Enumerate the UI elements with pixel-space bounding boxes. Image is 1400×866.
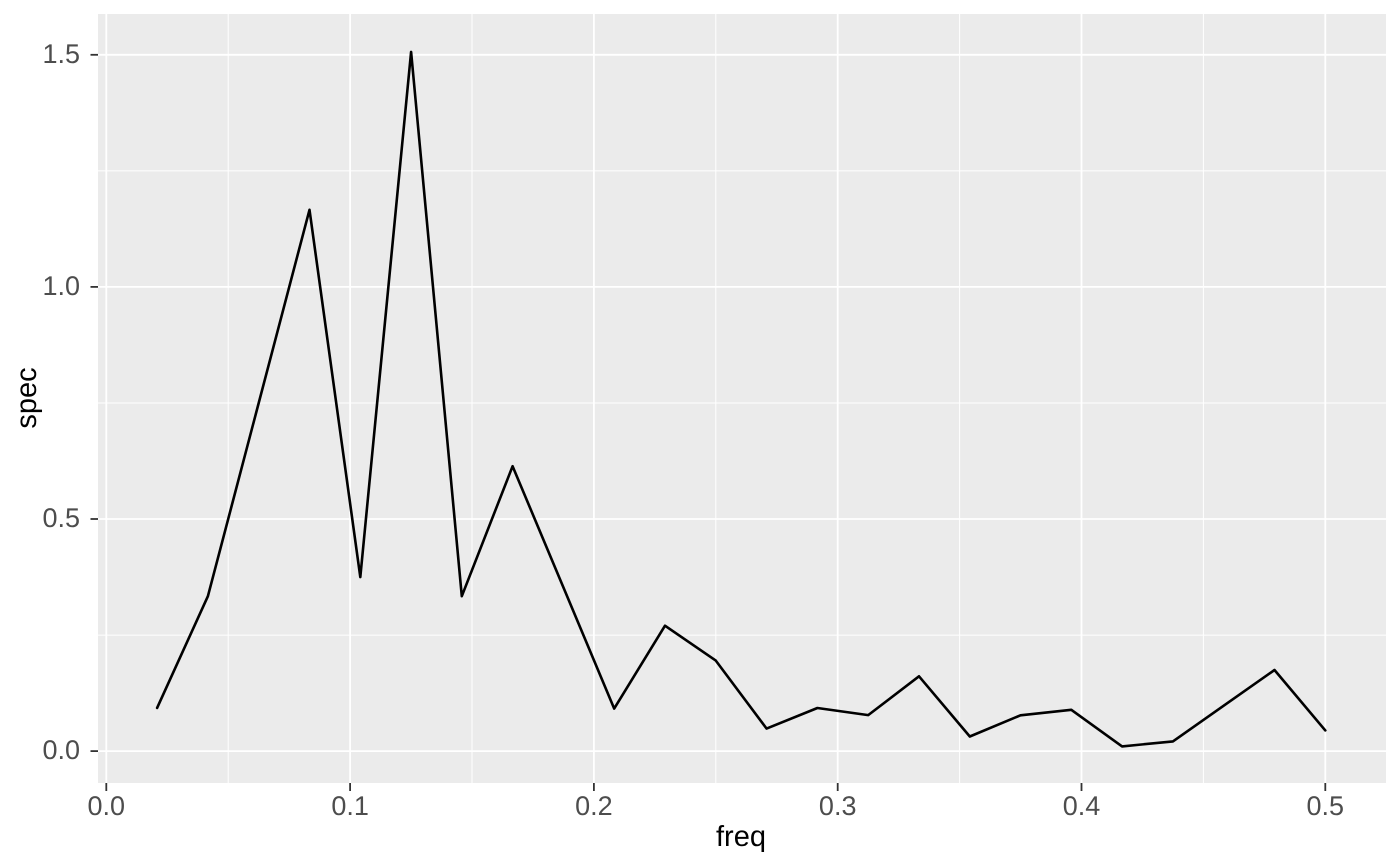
svg-text:0.3: 0.3 xyxy=(819,791,857,821)
svg-text:spec: spec xyxy=(11,367,43,428)
svg-text:freq: freq xyxy=(716,821,766,853)
svg-text:0.5: 0.5 xyxy=(42,503,80,533)
svg-text:0.4: 0.4 xyxy=(1063,791,1101,821)
svg-text:1.5: 1.5 xyxy=(42,39,80,69)
svg-text:0.0: 0.0 xyxy=(42,735,80,765)
svg-text:0.2: 0.2 xyxy=(575,791,613,821)
svg-text:0.1: 0.1 xyxy=(331,791,369,821)
svg-text:1.0: 1.0 xyxy=(42,271,80,301)
svg-text:0.0: 0.0 xyxy=(88,791,126,821)
svg-text:0.5: 0.5 xyxy=(1307,791,1345,821)
